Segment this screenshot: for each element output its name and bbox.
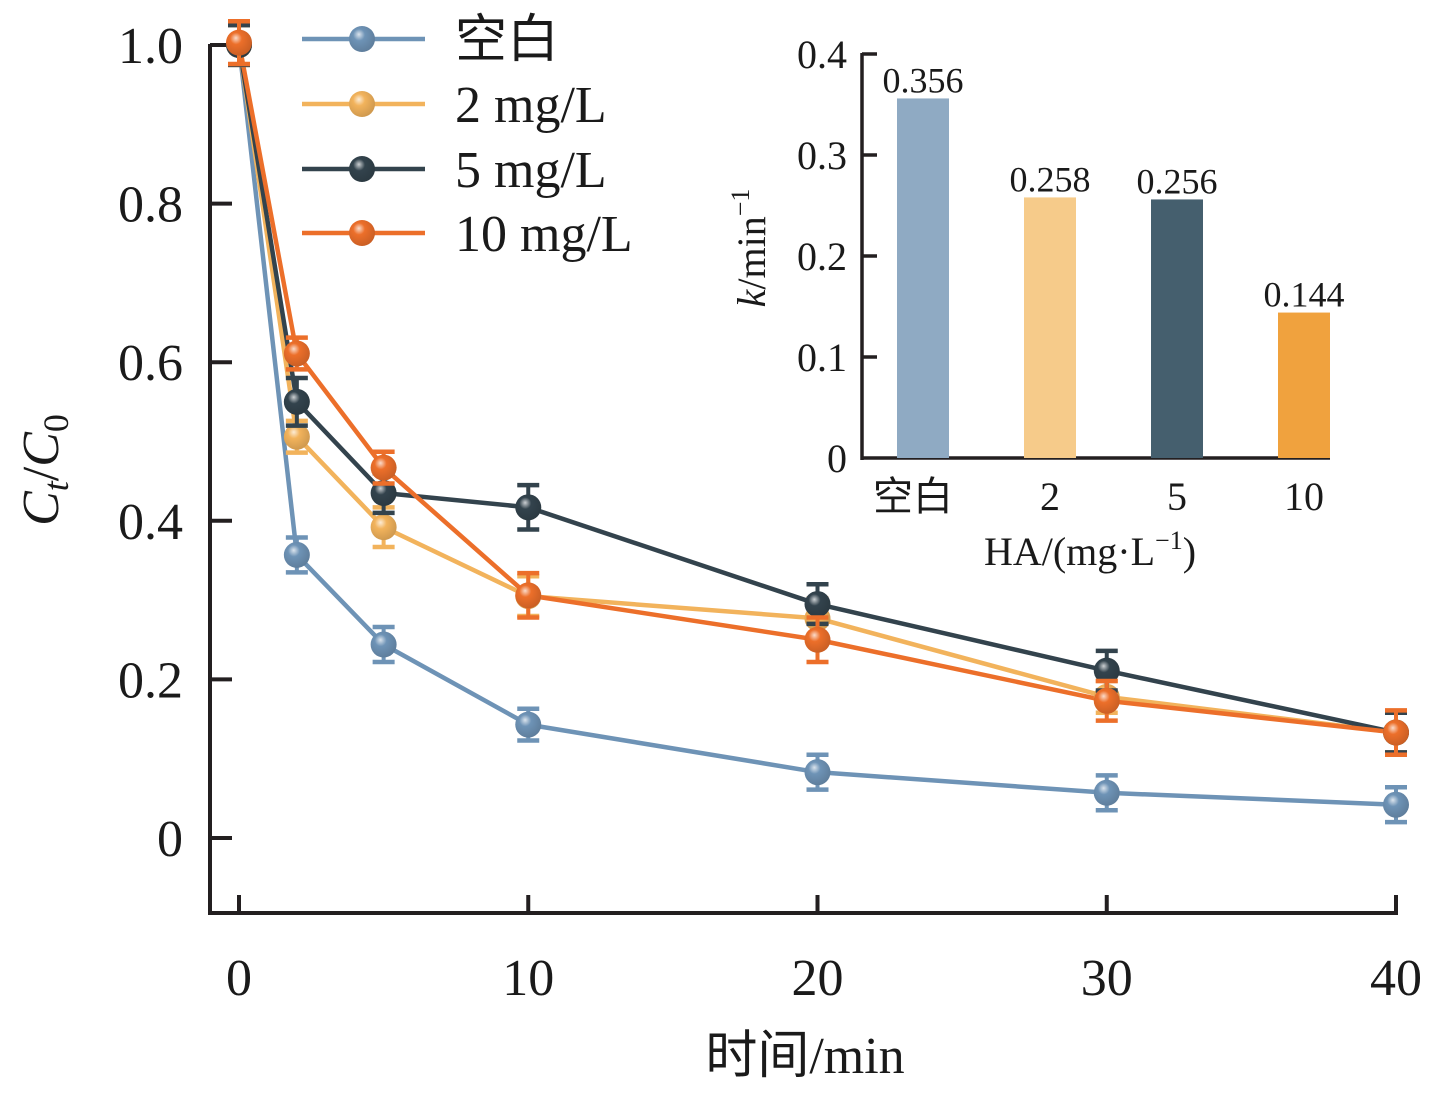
x-tick-label: 30 — [1081, 950, 1133, 1007]
inset-bars: 0.356 0.258 0.256 0.144 — [883, 60, 1345, 459]
inset-x-tick-label: 5 — [1167, 474, 1187, 519]
legend-marker — [349, 220, 375, 246]
legend-item: 10 mg/L — [302, 206, 633, 263]
data-point — [515, 494, 542, 521]
y-tick-label: 0 — [157, 811, 183, 868]
inset-y-tick-label: 0.2 — [797, 234, 847, 279]
legend-marker — [349, 91, 375, 117]
data-point — [1383, 791, 1409, 818]
inset-y-tick-label: 0.3 — [797, 133, 847, 178]
legend-label: 2 mg/L — [455, 77, 607, 134]
data-point — [226, 29, 252, 56]
legend-marker — [349, 156, 375, 182]
legend-item: 空白 — [302, 12, 559, 69]
bar-value-label: 0.256 — [1137, 161, 1218, 201]
inset-y-axis-title-k: k — [729, 288, 774, 307]
data-point — [283, 340, 310, 367]
inset-x-tick-labels: 空白 2 5 10 — [873, 474, 1324, 519]
bar-value-label: 0.144 — [1264, 275, 1345, 315]
y-axis-title: Ct/C0 — [13, 414, 76, 526]
inset-bar — [897, 98, 949, 458]
inset-x-tick-label: 10 — [1284, 474, 1324, 519]
data-point — [1093, 687, 1120, 714]
data-point — [370, 454, 397, 481]
series-layer — [226, 18, 1409, 825]
inset-x-axis-title: HA/(mg·L−1) — [984, 526, 1196, 574]
data-point — [283, 388, 310, 415]
inset-y-tick-label: 0 — [827, 436, 847, 481]
inset-y-axis-title: k/min−1 — [726, 189, 774, 308]
data-point — [370, 631, 397, 658]
bar-value-label: 0.356 — [883, 60, 964, 100]
data-point — [1093, 779, 1120, 806]
y-tick-label: 0.8 — [118, 177, 183, 234]
inset-bar — [1024, 197, 1076, 459]
inset-y-axis-title-unit: /min — [729, 216, 774, 289]
y-tick-label: 1.0 — [118, 18, 183, 75]
data-point — [283, 541, 310, 568]
y-axis-title-sub-t: t — [36, 480, 76, 491]
y-tick-label: 0.2 — [118, 652, 183, 709]
inset-x-axis-title-main: HA/(mg·L — [984, 529, 1155, 574]
x-tick-label: 10 — [502, 950, 554, 1007]
inset-y-ticks: 0 0.1 0.2 0.3 0.4 — [797, 32, 877, 481]
legend-item: 2 mg/L — [302, 77, 607, 134]
inset-y-axis-title-sup: −1 — [726, 189, 755, 217]
inset-x-axis-title-sup: −1 — [1155, 526, 1183, 555]
data-point — [515, 711, 542, 738]
main-axes: 00.20.40.60.81.0 0 10 20 30 40 — [118, 18, 1422, 1007]
inset-y-tick-label: 0.1 — [797, 335, 847, 380]
legend-label: 10 mg/L — [455, 206, 633, 263]
x-axis-title: 时间/min — [705, 1028, 904, 1085]
inset-bar-chart: 0 0.1 0.2 0.3 0.4 0.356 0.258 0.256 0.144 空白 2 5 1… — [726, 32, 1345, 574]
inset-x-axis-title-close: ) — [1183, 529, 1196, 574]
inset-bar — [1151, 199, 1203, 458]
legend-item: 5 mg/L — [302, 142, 607, 199]
data-point — [370, 514, 397, 541]
main-y-ticks: 0 0.2 0.4 0.6 0.8 1.0 — [118, 18, 232, 868]
y-axis-title-slash: / — [13, 466, 70, 481]
legend-label: 空白 — [455, 12, 559, 69]
series-markers-3 — [226, 18, 1409, 757]
data-point — [1383, 719, 1409, 746]
legend-marker — [349, 26, 375, 52]
data-point — [804, 591, 831, 618]
inset-x-tick-label: 2 — [1040, 474, 1060, 519]
series-markers-0 — [226, 22, 1409, 825]
data-point — [515, 582, 542, 609]
main-x-ticks: 0 10 20 30 40 — [226, 895, 1422, 1007]
inset-x-tick-label: 空白 — [873, 474, 953, 519]
data-point — [370, 480, 397, 507]
y-tick-label: 0.4 — [118, 494, 183, 551]
inset-bar — [1278, 312, 1330, 458]
inset-y-tick-label: 0.4 — [797, 32, 847, 77]
y-axis-title-c2: C — [13, 431, 70, 467]
bar-value-label: 0.258 — [1010, 159, 1091, 199]
x-tick-label: 40 — [1370, 950, 1422, 1007]
data-point — [804, 759, 831, 786]
y-axis-title-sub-0: 0 — [36, 414, 76, 432]
data-point — [804, 626, 831, 653]
x-tick-label: 0 — [226, 950, 252, 1007]
legend-label: 5 mg/L — [455, 142, 607, 199]
data-point — [1093, 657, 1120, 684]
data-point — [283, 423, 310, 450]
legend: 空白 2 mg/L 5 mg/L 10 mg/L — [302, 12, 633, 263]
y-tick-label: 0.6 — [118, 335, 183, 392]
y-axis-title-c: C — [13, 490, 70, 526]
x-tick-label: 20 — [792, 950, 844, 1007]
